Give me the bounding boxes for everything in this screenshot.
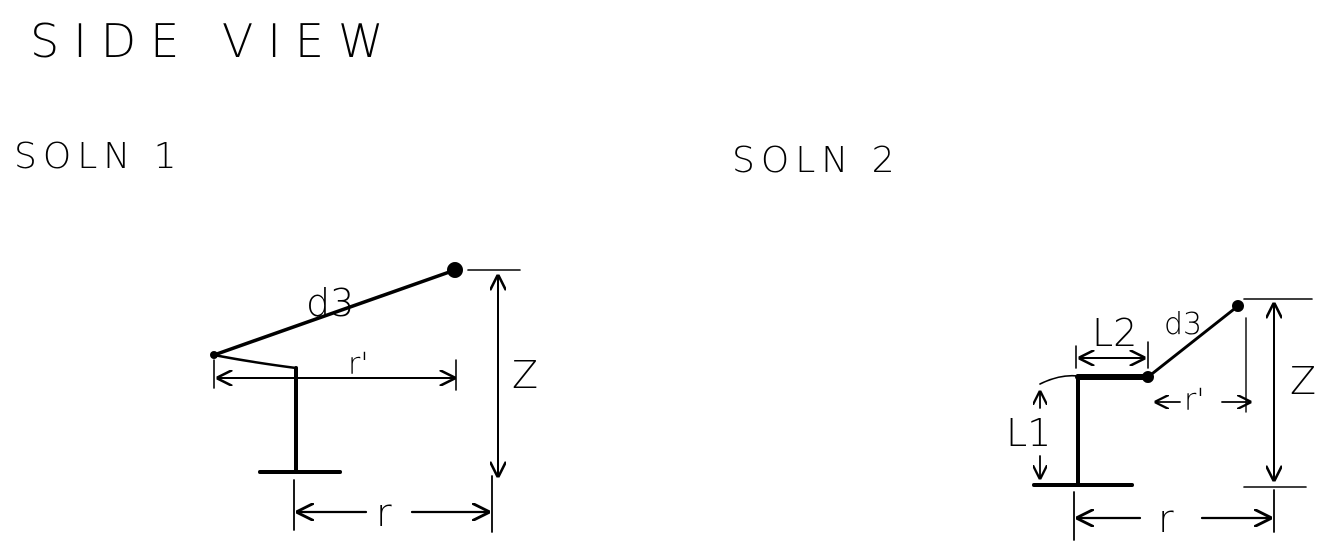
soln2-l2-label: L2 bbox=[1092, 311, 1137, 355]
soln1-d3-label: d3 bbox=[306, 281, 354, 325]
soln1-rprime-label: r' bbox=[348, 347, 369, 382]
soln2-z-label: Z bbox=[1290, 359, 1316, 403]
soln1-end-effector bbox=[447, 262, 463, 278]
solution-1-diagram: SOLN 1 d3 r' Z r bbox=[14, 136, 538, 535]
page-title: SIDE VIEW bbox=[30, 14, 397, 68]
soln2-r-label: r bbox=[1158, 497, 1174, 541]
soln2-joint bbox=[1142, 371, 1154, 383]
soln2-rprime-label: r' bbox=[1184, 383, 1205, 418]
solution-2-label: SOLN 2 bbox=[732, 140, 901, 181]
soln1-link-d3 bbox=[212, 268, 457, 357]
soln2-l1-label: L1 bbox=[1006, 411, 1051, 455]
soln1-short-link bbox=[212, 353, 298, 370]
soln2-d3-label: d3 bbox=[1164, 307, 1202, 342]
soln2-l1-tick bbox=[1039, 374, 1079, 385]
soln1-r-label: r bbox=[376, 491, 392, 535]
soln1-joint bbox=[210, 351, 218, 359]
soln2-link-d3 bbox=[1146, 304, 1240, 379]
solution-1-label: SOLN 1 bbox=[14, 136, 183, 177]
soln1-z-label: Z bbox=[512, 353, 538, 397]
soln2-end-effector bbox=[1232, 300, 1244, 312]
solution-2-diagram: SOLN 2 d3 L2 L1 r' Z bbox=[732, 140, 1316, 541]
